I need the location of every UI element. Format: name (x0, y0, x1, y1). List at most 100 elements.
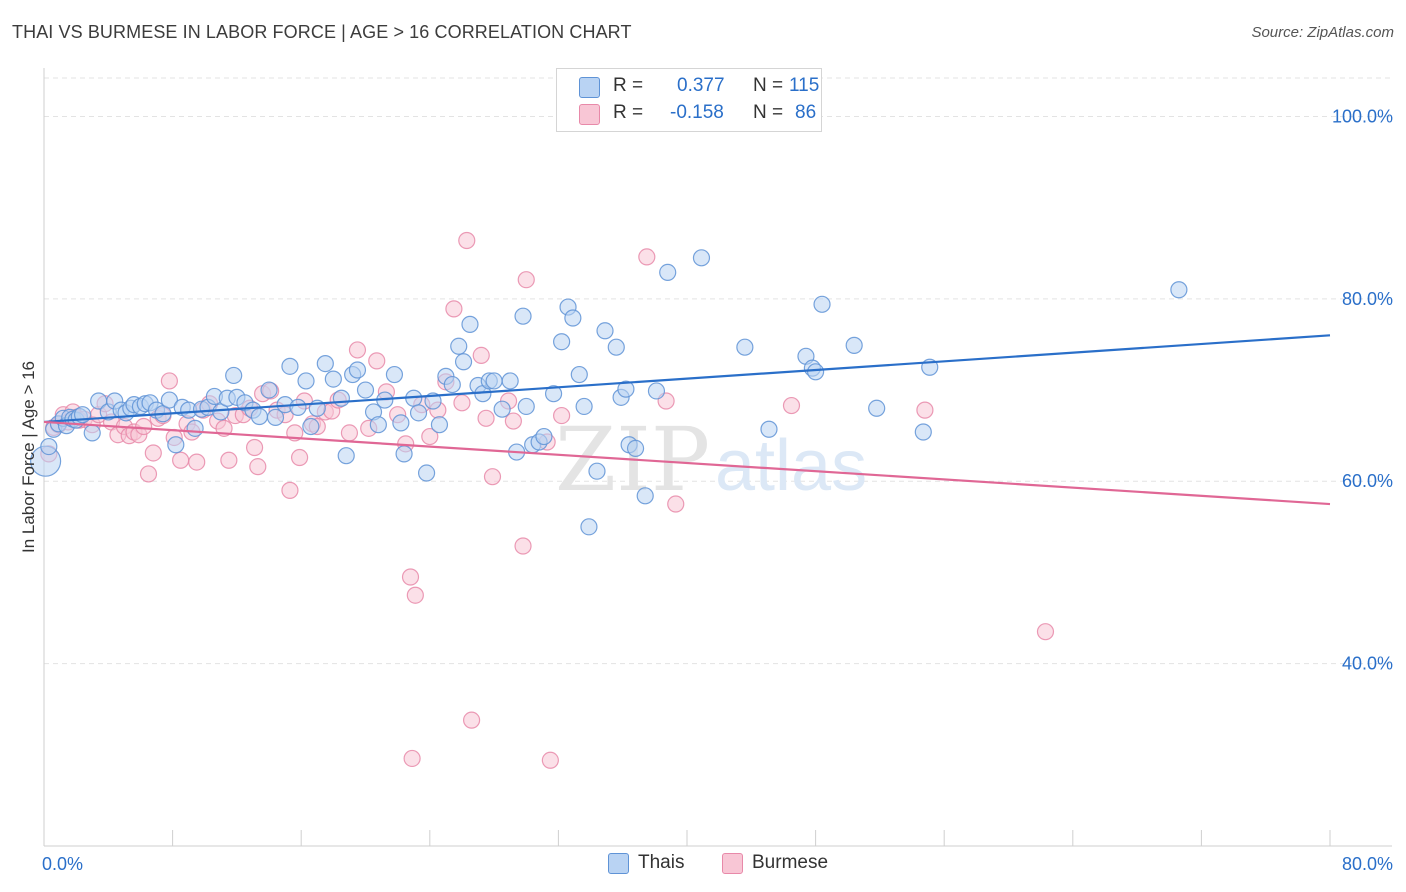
legend-n-label: N = (753, 102, 784, 123)
y-tick-label: 100.0% (1332, 106, 1393, 126)
burmese-label: Burmese (752, 852, 829, 873)
burmese-point (517, 271, 535, 289)
thai-point (348, 361, 367, 379)
burmese-point (504, 412, 522, 430)
thai-point (356, 381, 375, 399)
burmese-point (220, 451, 238, 469)
y-axis-tick-labels: 100.0% 80.0% 60.0% 40.0% (1332, 106, 1393, 673)
thai-trend-line (43, 334, 1331, 424)
legend-n-label: N = (753, 75, 784, 96)
source-label: Source: ZipAtlas.com (1251, 24, 1394, 41)
burmese-point (160, 372, 178, 390)
burmese-point (782, 396, 801, 415)
burmese-point (483, 468, 502, 486)
gridlines (44, 77, 1392, 665)
burmese-point (249, 458, 267, 476)
thai-point (493, 400, 511, 418)
watermark: ZIP atlas (555, 408, 867, 511)
burmese-point (290, 448, 309, 467)
thai-swatch (579, 77, 600, 98)
thai-point (564, 309, 582, 327)
burmese-point (472, 346, 490, 364)
thai-point (636, 487, 654, 505)
thai-point (517, 397, 535, 416)
thai-point (392, 414, 410, 432)
thai-point (914, 423, 932, 441)
thai-point (417, 464, 436, 482)
burmese-swatch (722, 853, 743, 874)
burmese-point (458, 231, 476, 250)
x-axis-ticks (43, 830, 1331, 846)
correlation-legend: R = 0.377 N = 115 R = -0.158 N = 86 (556, 68, 822, 132)
thais-swatch (608, 853, 629, 874)
burmese-point (453, 394, 471, 412)
burmese-r-value: -0.158 (670, 102, 724, 123)
thai-point (409, 404, 428, 422)
y-tick-label: 40.0% (1342, 654, 1393, 674)
burmese-point (403, 749, 421, 768)
thai-point (760, 420, 778, 438)
thai-point (167, 436, 185, 454)
burmese-point (340, 424, 359, 442)
chart-title: THAI VS BURMESE IN LABOR FORCE | AGE > 1… (12, 22, 632, 42)
thai-point (225, 366, 243, 385)
thai-point (302, 417, 320, 436)
y-tick-label: 80.0% (1342, 289, 1393, 309)
thai-point (337, 447, 355, 465)
thai-point (535, 427, 553, 446)
thai-point (316, 355, 334, 373)
thai-point (250, 407, 269, 426)
thai-point (454, 353, 473, 371)
legend-r-label: R = (613, 102, 644, 123)
burmese-point (667, 495, 685, 513)
thai-point (514, 307, 532, 325)
x-tick-label: 0.0% (42, 854, 83, 874)
burmese-point (401, 568, 420, 586)
thai-point (385, 365, 404, 384)
thai-point (813, 295, 831, 313)
legend-row-thai: R = 0.377 N = 115 (579, 75, 819, 99)
thai-point (501, 372, 519, 390)
thai-point (659, 263, 677, 282)
burmese-point (281, 481, 299, 499)
burmese-point (445, 300, 463, 318)
thai-n-value: 115 (789, 75, 820, 96)
thai-point (297, 372, 315, 390)
thai-point (544, 385, 563, 403)
burmese-point (348, 341, 367, 359)
thai-point (83, 424, 101, 442)
burmese-point (144, 444, 162, 462)
burmese-series (40, 231, 1055, 769)
burmese-point (462, 711, 481, 729)
burmese-point (172, 451, 190, 469)
thai-point (160, 391, 178, 409)
thai-point (186, 419, 204, 437)
thai-point (570, 365, 588, 384)
thai-point (281, 357, 299, 375)
thai-point (588, 462, 606, 480)
thai-point (868, 399, 886, 417)
thai-point (485, 372, 503, 390)
thai-point (369, 416, 387, 434)
thai-point (596, 322, 614, 340)
burmese-point (477, 409, 495, 427)
burmese-point (1036, 623, 1055, 641)
thai-point (575, 397, 593, 416)
thai-point (324, 370, 342, 388)
thai-point (845, 336, 863, 354)
thai-point (450, 337, 468, 355)
burmese-point (514, 537, 532, 555)
thai-point (461, 315, 479, 333)
y-axis-label: In Labor Force | Age > 16 (19, 361, 38, 553)
thai-r-value: 0.377 (677, 75, 725, 96)
burmese-point (188, 453, 206, 471)
burmese-point (638, 248, 656, 266)
thai-point (40, 437, 58, 456)
burmese-point (135, 417, 153, 436)
burmese-point (139, 465, 158, 483)
thais-label: Thais (638, 852, 685, 873)
thai-point (647, 382, 666, 400)
burmese-point (916, 401, 934, 419)
y-tick-label: 60.0% (1342, 471, 1393, 491)
